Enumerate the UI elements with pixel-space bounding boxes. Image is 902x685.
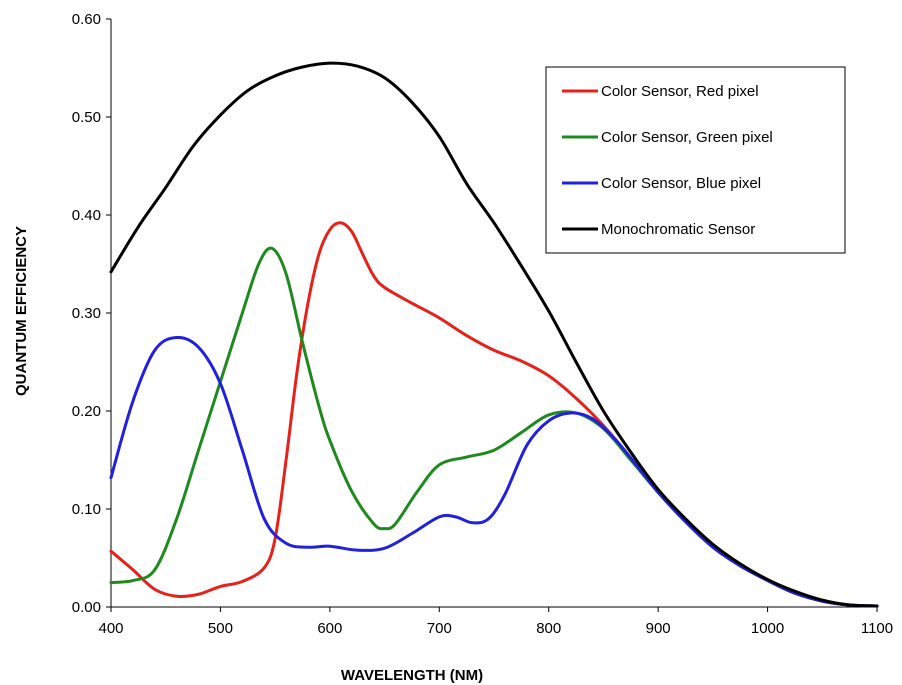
y-tick-label: 0.00 — [72, 599, 101, 616]
x-tick-label: 600 — [317, 620, 342, 637]
x-tick-label: 900 — [646, 620, 671, 637]
series-line-green-pixel — [109, 246, 879, 608]
legend: Color Sensor, Red pixel Color Sensor, Gre… — [545, 66, 846, 254]
x-tick-label: 800 — [536, 620, 561, 637]
series-layer — [109, 61, 879, 608]
y-tick-label: 0.50 — [72, 109, 101, 126]
legend-label-red-pixel: Color Sensor, Red pixel — [601, 83, 759, 100]
y-axis-title: QUANTUM EFFICIENCY — [13, 226, 30, 396]
x-axis-title: WAVELENGTH (NM) — [341, 667, 483, 684]
y-tick-label: 0.60 — [72, 11, 101, 28]
x-tick-label: 500 — [208, 620, 233, 637]
x-tick-labels: 400 500 600 700 800 900 1000 1100 — [98, 620, 893, 637]
y-tick-label: 0.20 — [72, 403, 101, 420]
series-line-blue-pixel — [109, 335, 879, 608]
legend-label-blue-pixel: Color Sensor, Blue pixel — [601, 175, 761, 192]
x-tick-label: 1100 — [861, 620, 893, 637]
x-tick-label: 700 — [427, 620, 452, 637]
x-tick-label: 400 — [98, 620, 123, 637]
legend-label-monochromatic: Monochromatic Sensor — [601, 221, 755, 238]
legend-box — [545, 66, 846, 254]
series-line-monochromatic — [109, 61, 879, 608]
legend-label-green-pixel: Color Sensor, Green pixel — [601, 129, 773, 146]
x-tick-label: 1000 — [751, 620, 784, 637]
axes — [106, 18, 878, 612]
y-tick-labels: 0.00 0.10 0.20 0.30 0.40 0.50 0.60 — [72, 11, 101, 616]
y-tick-label: 0.10 — [72, 501, 101, 518]
y-tick-label: 0.30 — [72, 305, 101, 322]
y-tick-label: 0.40 — [72, 207, 101, 224]
series-line-red-pixel — [109, 221, 879, 608]
